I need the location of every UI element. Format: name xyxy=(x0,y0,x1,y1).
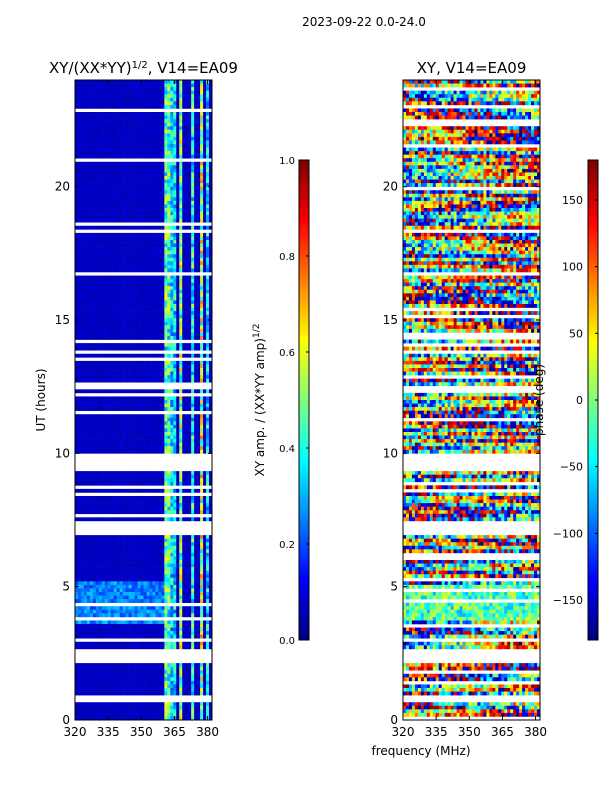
x-tick-label: 320 xyxy=(392,725,415,739)
heatmap-cells xyxy=(403,80,541,717)
colorbar-tick-label: 0.8 xyxy=(279,252,295,263)
colorbar-label: phase (deg) xyxy=(532,364,546,436)
x-tick-label: 350 xyxy=(458,725,481,739)
heatmap-cells xyxy=(75,80,213,721)
x-tick-label: 380 xyxy=(524,725,547,739)
colorbar-tick-label: 100 xyxy=(562,261,583,274)
colorbar-tick-label: −150 xyxy=(553,594,583,607)
colorbar-tick-label: 0.0 xyxy=(279,636,295,647)
panel-title: XY, V14=EA09 xyxy=(417,59,527,77)
colorbar-tick-label: 0 xyxy=(576,394,583,407)
y-tick-label: 15 xyxy=(383,313,398,327)
x-tick-label: 365 xyxy=(491,725,514,739)
y-tick-label: 10 xyxy=(55,446,70,460)
y-tick-label: 15 xyxy=(55,313,70,327)
colorbar-tick-label: 150 xyxy=(562,194,583,207)
colorbar-tick-label: −100 xyxy=(553,527,583,540)
x-tick-label: 335 xyxy=(97,725,120,739)
x-tick-label: 380 xyxy=(196,725,219,739)
colorbar xyxy=(299,160,309,641)
plot-frame xyxy=(402,79,541,721)
colorbar-frame xyxy=(298,159,310,641)
plot-frame xyxy=(74,79,213,721)
phase-panel: XY, V14=EA09 320 335 350 365 380 0 5 10 15 20 −150 −… xyxy=(383,59,599,739)
colorbar-tick-label: 0.2 xyxy=(279,540,295,551)
y-tick-label: 10 xyxy=(383,446,398,460)
colorbar-tick-label: 0.6 xyxy=(279,348,295,359)
colorbar xyxy=(588,160,598,641)
y-tick-label: 5 xyxy=(390,580,398,594)
colorbar-tick-label: 50 xyxy=(569,327,583,340)
x-tick-label: 335 xyxy=(425,725,448,739)
figure-suptitle: 2023-09-22 0.0-24.0 xyxy=(302,15,426,29)
panel-title: XY/(XX*YY)1/2, V14=EA09 xyxy=(49,59,238,77)
y-tick-label: 20 xyxy=(55,180,70,194)
y-tick-label: 5 xyxy=(62,580,70,594)
x-tick-label: 365 xyxy=(163,725,186,739)
colorbar-tick-label: −50 xyxy=(560,461,583,474)
y-tick-label: 20 xyxy=(383,180,398,194)
y-tick-label: 0 xyxy=(390,713,398,727)
y-tick-label: 0 xyxy=(62,713,70,727)
y-axis-label: UT (hours) xyxy=(34,368,48,431)
shared-xlabel: frequency (MHz) xyxy=(371,744,470,758)
colorbar-tick-label: 0.4 xyxy=(279,444,295,455)
colorbar-label: XY amp. / (XX*YY amp)1/2 xyxy=(252,324,267,477)
x-tick-label: 350 xyxy=(130,725,153,739)
amplitude-ratio-panel: XY/(XX*YY)1/2, V14=EA09 320 335 350 365 380 0 5… xyxy=(34,59,310,739)
x-tick-label: 320 xyxy=(64,725,87,739)
colorbar-tick-label: 1.0 xyxy=(279,156,295,167)
